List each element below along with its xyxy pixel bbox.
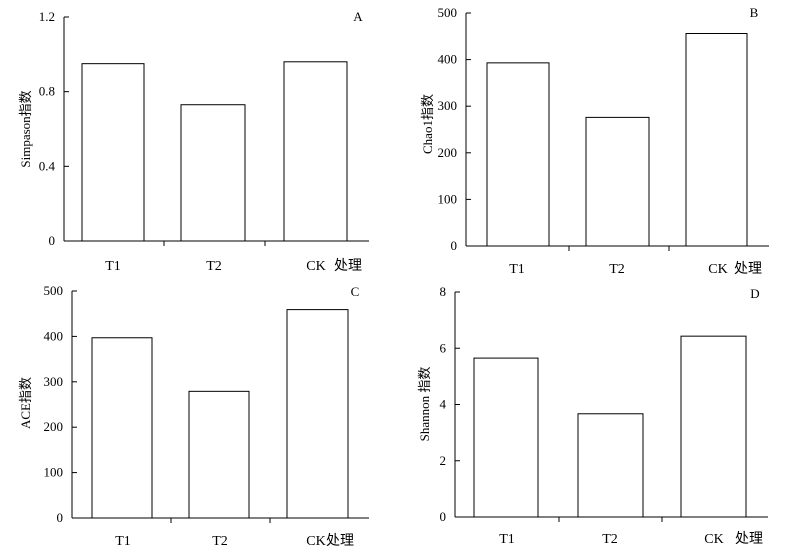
y-tick-label: 1.2 [39,9,55,24]
bar-ck [680,335,747,518]
x-tick-label: T2 [212,534,228,549]
y-axis-label: Shannon 指数 [417,367,432,442]
x-tick-label: CK [708,262,727,277]
panel-letter: C [351,284,360,299]
bar-t2 [585,116,650,247]
x-tick-label: T2 [206,259,222,274]
x-tick-label: T2 [602,532,618,547]
y-tick-label: 400 [44,328,64,343]
x-tick-label: T1 [509,262,525,277]
y-tick-label: 0.8 [39,84,55,99]
y-tick-label: 300 [44,374,64,389]
x-tick-label: T2 [609,262,625,277]
panel-a: 0 0.4 0.8 1.2 T1 T2 CK 处理 Simpason指数 A [18,9,369,274]
y-axis-label: Simpason指数 [18,90,33,167]
y-tick-label: 0 [440,509,447,524]
panel-d: 0 2 4 6 8 T1 T2 CK 处理 Shannon 指数 D [417,284,768,547]
y-tick-label: 100 [438,191,458,206]
x-tick-label: CK [704,532,723,547]
bar-ck [685,33,748,247]
y-axis-label: Chao1指数 [420,94,435,154]
bar-t1 [91,337,153,519]
y-tick-label: 2 [440,453,447,468]
x-tick-label: CK [306,259,325,274]
x-tick-label: T1 [115,534,131,549]
y-tick-label: 6 [440,340,447,355]
bar-t1 [473,357,539,518]
y-tick-label: 200 [438,145,458,160]
x-axis-label: 处理 [734,261,762,277]
x-axis-label: 处理 [326,533,354,549]
x-tick-label: T1 [499,532,515,547]
y-tick-label: 100 [44,465,64,480]
bar-t2 [188,390,250,519]
bar-ck [286,309,349,519]
y-tick-label: 0 [57,510,64,525]
x-tick-label: CK [306,534,325,549]
y-tick-label: 300 [438,98,458,113]
panel-letter: A [353,9,363,24]
bar-t2 [577,413,644,518]
bar-ck [283,61,348,242]
y-tick-label: 0.4 [39,158,56,173]
y-tick-label: 0 [49,233,56,248]
y-tick-label: 8 [440,284,447,299]
panel-letter: D [750,286,759,301]
x-axis-label: 处理 [735,531,763,547]
y-tick-label: 400 [438,52,458,67]
y-tick-label: 500 [438,5,458,20]
y-tick-label: 200 [44,419,64,434]
panel-c: 0 100 200 300 400 500 T1 T2 CK 处理 ACE指数 C [18,283,369,549]
panel-b: 0 100 200 300 400 500 T1 T2 CK 处理 Chao1指数 B [420,5,769,277]
y-tick-label: 4 [440,397,447,412]
x-tick-label: T1 [105,259,121,274]
bar-t2 [180,104,246,242]
bar-t1 [486,62,550,247]
y-tick-label: 0 [451,238,458,253]
bar-t1 [81,63,145,242]
y-axis-label: ACE指数 [18,377,33,429]
y-tick-label: 500 [44,283,64,298]
panel-letter: B [750,5,759,20]
x-axis-label: 处理 [334,258,362,274]
